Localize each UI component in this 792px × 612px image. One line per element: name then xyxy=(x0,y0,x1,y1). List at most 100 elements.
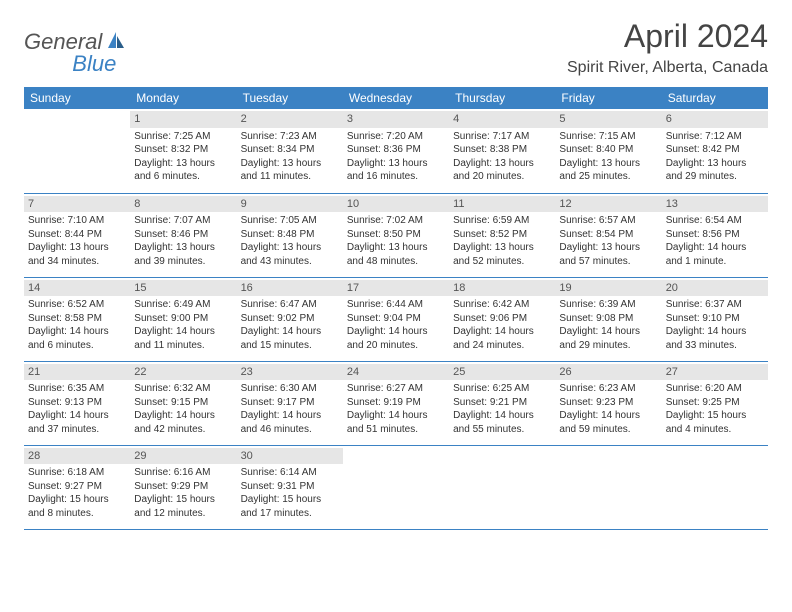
day-cell: 15Sunrise: 6:49 AMSunset: 9:00 PMDayligh… xyxy=(130,277,236,361)
day-cell: 16Sunrise: 6:47 AMSunset: 9:02 PMDayligh… xyxy=(237,277,343,361)
dow-cell: Tuesday xyxy=(237,87,343,109)
title-block: April 2024 Spirit River, Alberta, Canada xyxy=(567,18,768,77)
day-line-dl1: Daylight: 14 hours xyxy=(347,325,445,339)
header: General Blue April 2024 Spirit River, Al… xyxy=(0,0,792,87)
week-row: 14Sunrise: 6:52 AMSunset: 8:58 PMDayligh… xyxy=(24,277,768,361)
day-cell: 9Sunrise: 7:05 AMSunset: 8:48 PMDaylight… xyxy=(237,193,343,277)
day-line-dl2: and 39 minutes. xyxy=(134,255,232,269)
day-line-sr: Sunrise: 6:35 AM xyxy=(28,382,126,396)
day-cell: 22Sunrise: 6:32 AMSunset: 9:15 PMDayligh… xyxy=(130,361,236,445)
day-line-dl2: and 37 minutes. xyxy=(28,423,126,437)
day-number: 5 xyxy=(555,111,661,128)
day-line-dl2: and 42 minutes. xyxy=(134,423,232,437)
day-line-dl1: Daylight: 13 hours xyxy=(28,241,126,255)
day-line-dl1: Daylight: 14 hours xyxy=(347,409,445,423)
day-line-dl2: and 25 minutes. xyxy=(559,170,657,184)
location: Spirit River, Alberta, Canada xyxy=(567,59,768,77)
day-line-dl1: Daylight: 15 hours xyxy=(666,409,764,423)
day-line-sr: Sunrise: 6:42 AM xyxy=(453,298,551,312)
day-line-dl2: and 20 minutes. xyxy=(347,339,445,353)
day-line-ss: Sunset: 9:31 PM xyxy=(241,480,339,494)
day-number: 28 xyxy=(24,448,130,465)
day-cell: 12Sunrise: 6:57 AMSunset: 8:54 PMDayligh… xyxy=(555,193,661,277)
day-line-ss: Sunset: 9:04 PM xyxy=(347,312,445,326)
day-line-ss: Sunset: 9:15 PM xyxy=(134,396,232,410)
day-number: 2 xyxy=(237,111,343,128)
day-number xyxy=(24,111,130,128)
logo: General Blue xyxy=(24,18,116,66)
day-line-ss: Sunset: 9:25 PM xyxy=(666,396,764,410)
day-line-dl1: Daylight: 14 hours xyxy=(666,325,764,339)
day-line-dl2: and 24 minutes. xyxy=(453,339,551,353)
day-number: 4 xyxy=(449,111,555,128)
day-line-ss: Sunset: 9:29 PM xyxy=(134,480,232,494)
day-line-ss: Sunset: 8:32 PM xyxy=(134,143,232,157)
day-number: 13 xyxy=(662,196,768,213)
dow-cell: Monday xyxy=(130,87,236,109)
day-line-dl1: Daylight: 13 hours xyxy=(559,157,657,171)
day-number: 14 xyxy=(24,280,130,297)
day-line-dl2: and 1 minute. xyxy=(666,255,764,269)
day-cell: 5Sunrise: 7:15 AMSunset: 8:40 PMDaylight… xyxy=(555,109,661,193)
day-cell: 14Sunrise: 6:52 AMSunset: 8:58 PMDayligh… xyxy=(24,277,130,361)
day-number: 24 xyxy=(343,364,449,381)
day-line-sr: Sunrise: 6:44 AM xyxy=(347,298,445,312)
day-line-dl1: Daylight: 14 hours xyxy=(559,409,657,423)
day-line-ss: Sunset: 8:36 PM xyxy=(347,143,445,157)
day-line-dl1: Daylight: 14 hours xyxy=(241,409,339,423)
day-number: 9 xyxy=(237,196,343,213)
day-number xyxy=(449,448,555,465)
day-cell: 6Sunrise: 7:12 AMSunset: 8:42 PMDaylight… xyxy=(662,109,768,193)
day-line-dl2: and 8 minutes. xyxy=(28,507,126,521)
day-line-ss: Sunset: 8:42 PM xyxy=(666,143,764,157)
day-line-sr: Sunrise: 6:37 AM xyxy=(666,298,764,312)
day-line-sr: Sunrise: 6:14 AM xyxy=(241,466,339,480)
day-number: 20 xyxy=(662,280,768,297)
day-line-dl1: Daylight: 14 hours xyxy=(134,325,232,339)
day-cell: 4Sunrise: 7:17 AMSunset: 8:38 PMDaylight… xyxy=(449,109,555,193)
day-number: 18 xyxy=(449,280,555,297)
day-line-sr: Sunrise: 6:30 AM xyxy=(241,382,339,396)
day-cell: 28Sunrise: 6:18 AMSunset: 9:27 PMDayligh… xyxy=(24,445,130,529)
day-line-ss: Sunset: 8:34 PM xyxy=(241,143,339,157)
day-line-sr: Sunrise: 6:47 AM xyxy=(241,298,339,312)
day-line-ss: Sunset: 8:50 PM xyxy=(347,228,445,242)
day-number: 12 xyxy=(555,196,661,213)
dow-row: SundayMondayTuesdayWednesdayThursdayFrid… xyxy=(24,87,768,109)
dow-cell: Thursday xyxy=(449,87,555,109)
day-line-ss: Sunset: 8:48 PM xyxy=(241,228,339,242)
day-line-dl2: and 33 minutes. xyxy=(666,339,764,353)
day-line-dl2: and 46 minutes. xyxy=(241,423,339,437)
day-line-ss: Sunset: 8:52 PM xyxy=(453,228,551,242)
logo-text-blue: Blue xyxy=(72,51,116,77)
day-number: 30 xyxy=(237,448,343,465)
day-line-sr: Sunrise: 6:54 AM xyxy=(666,214,764,228)
day-line-ss: Sunset: 9:10 PM xyxy=(666,312,764,326)
week-row: 21Sunrise: 6:35 AMSunset: 9:13 PMDayligh… xyxy=(24,361,768,445)
day-line-sr: Sunrise: 6:39 AM xyxy=(559,298,657,312)
day-line-dl1: Daylight: 13 hours xyxy=(559,241,657,255)
day-line-ss: Sunset: 9:27 PM xyxy=(28,480,126,494)
day-line-sr: Sunrise: 7:05 AM xyxy=(241,214,339,228)
day-line-dl2: and 48 minutes. xyxy=(347,255,445,269)
day-line-dl1: Daylight: 15 hours xyxy=(134,493,232,507)
day-line-dl1: Daylight: 13 hours xyxy=(453,241,551,255)
day-cell: 10Sunrise: 7:02 AMSunset: 8:50 PMDayligh… xyxy=(343,193,449,277)
day-line-dl2: and 6 minutes. xyxy=(134,170,232,184)
day-line-dl1: Daylight: 14 hours xyxy=(241,325,339,339)
day-cell: 7Sunrise: 7:10 AMSunset: 8:44 PMDaylight… xyxy=(24,193,130,277)
day-line-ss: Sunset: 9:00 PM xyxy=(134,312,232,326)
day-number: 27 xyxy=(662,364,768,381)
day-line-dl2: and 12 minutes. xyxy=(134,507,232,521)
day-line-sr: Sunrise: 7:02 AM xyxy=(347,214,445,228)
day-line-dl2: and 6 minutes. xyxy=(28,339,126,353)
day-line-ss: Sunset: 8:54 PM xyxy=(559,228,657,242)
day-cell: 13Sunrise: 6:54 AMSunset: 8:56 PMDayligh… xyxy=(662,193,768,277)
day-line-dl1: Daylight: 14 hours xyxy=(453,409,551,423)
day-cell: 27Sunrise: 6:20 AMSunset: 9:25 PMDayligh… xyxy=(662,361,768,445)
day-number: 7 xyxy=(24,196,130,213)
day-line-ss: Sunset: 9:17 PM xyxy=(241,396,339,410)
day-line-dl1: Daylight: 14 hours xyxy=(28,325,126,339)
day-cell: 23Sunrise: 6:30 AMSunset: 9:17 PMDayligh… xyxy=(237,361,343,445)
day-number: 3 xyxy=(343,111,449,128)
